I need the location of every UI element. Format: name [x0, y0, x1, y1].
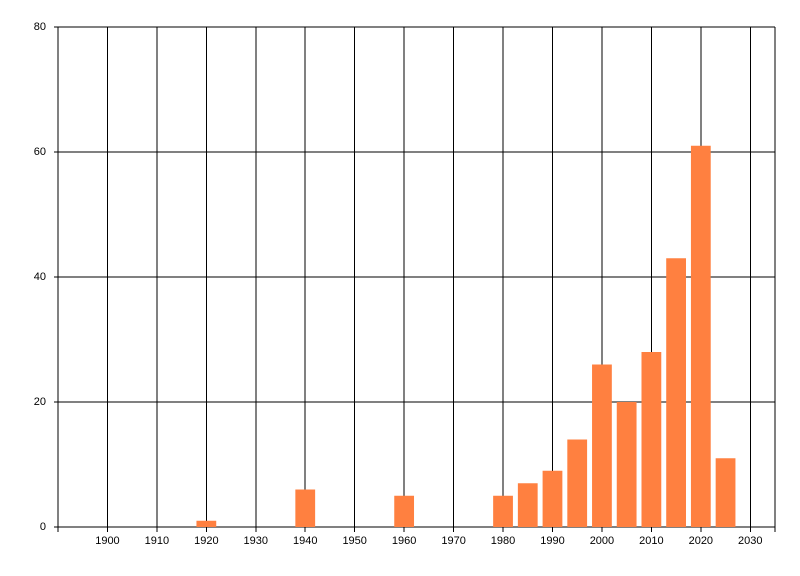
x-tick-label: 2010: [639, 535, 663, 547]
bar: [394, 495, 415, 527]
y-tick-label: 80: [34, 21, 46, 33]
y-tick-label: 20: [34, 396, 46, 408]
bar: [616, 402, 637, 527]
x-tick-label: 1990: [540, 535, 564, 547]
y-tick-label: 60: [34, 146, 46, 158]
x-tick-label: 1980: [491, 535, 515, 547]
bar: [542, 470, 563, 527]
y-tick-label: 0: [40, 521, 46, 533]
x-tick-label: 2000: [590, 535, 614, 547]
bar: [641, 352, 662, 527]
x-tick-label: 1970: [441, 535, 465, 547]
x-tick-label: 2030: [738, 535, 762, 547]
bar: [295, 489, 316, 527]
bar: [690, 145, 711, 527]
bar: [715, 458, 736, 527]
x-tick-label: 1930: [244, 535, 268, 547]
bar: [493, 495, 513, 527]
bar: [592, 364, 612, 527]
y-tick-label: 40: [34, 271, 46, 283]
x-tick-label: 1910: [145, 535, 169, 547]
bar: [567, 439, 588, 527]
bar: [666, 258, 686, 527]
x-tick-label: 1940: [293, 535, 317, 547]
x-tick-label: 1920: [194, 535, 218, 547]
bar: [196, 520, 217, 527]
bar: [517, 483, 538, 527]
x-tick-label: 1900: [95, 535, 119, 547]
x-tick-label: 2020: [689, 535, 713, 547]
x-tick-label: 1950: [342, 535, 366, 547]
x-tick-label: 1960: [392, 535, 416, 547]
